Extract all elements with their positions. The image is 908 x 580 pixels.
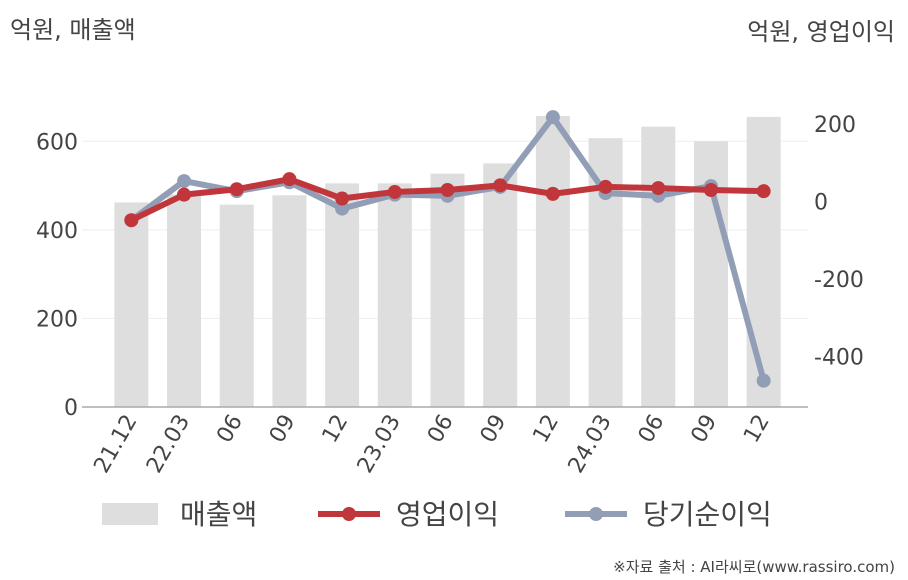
series-point xyxy=(387,184,402,199)
x-tick-label: 12 xyxy=(318,411,354,448)
legend-swatch-dot xyxy=(342,507,356,521)
bar-revenue xyxy=(219,204,254,407)
x-tick-label: 24.03 xyxy=(564,411,617,478)
legend: 매출액 영업이익 당기순이익 xyxy=(102,498,772,531)
series-point xyxy=(177,187,192,202)
right-tick-label: 200 xyxy=(814,113,856,138)
bar-revenue xyxy=(167,194,202,407)
line-series xyxy=(124,172,771,228)
legend-label: 매출액 xyxy=(180,498,257,531)
series-point xyxy=(335,201,350,216)
bar-revenue xyxy=(272,195,307,407)
series-point xyxy=(335,191,350,206)
bar-revenue xyxy=(483,163,518,407)
x-axis-tick-labels: 21.12 22.03 06 09 12 23.03 06 09 12 24.03 06 09 12 xyxy=(89,411,774,478)
legend-item: 매출액 xyxy=(102,498,257,531)
legend-label: 당기순이익 xyxy=(643,498,772,531)
left-tick-label: 400 xyxy=(36,219,78,244)
line-series-group xyxy=(124,110,771,388)
legend-item: 영업이익 xyxy=(318,498,499,531)
bar-revenue xyxy=(430,173,465,407)
bar-revenue xyxy=(114,202,149,407)
x-tick-label: 21.12 xyxy=(89,411,142,478)
bar-revenue xyxy=(377,183,412,407)
x-tick-label: 12 xyxy=(528,411,564,448)
bar-series-revenue xyxy=(114,116,781,408)
legend-swatch-dot xyxy=(589,507,603,521)
source-note: ※자료 출처 : AI라씨로(www.rassiro.com) xyxy=(613,558,895,576)
series-point xyxy=(756,373,771,388)
series-point xyxy=(756,184,771,199)
right-axis-ticks: 200 0 -200 -400 xyxy=(814,113,864,371)
series-point xyxy=(651,181,666,196)
bar-revenue xyxy=(325,183,360,407)
x-tick-label: 09 xyxy=(265,411,301,448)
series-point xyxy=(440,183,455,197)
right-tick-label: -400 xyxy=(814,346,864,371)
legend-item: 당기순이익 xyxy=(565,498,772,531)
series-point xyxy=(598,179,613,194)
right-tick-label: -200 xyxy=(814,268,864,293)
series-point xyxy=(703,183,718,197)
series-point xyxy=(493,178,508,193)
x-tick-label: 12 xyxy=(739,411,775,448)
left-axis-label: 억원, 매출액 xyxy=(10,16,136,44)
x-tick-label: 06 xyxy=(634,411,670,448)
right-axis-label: 억원, 영업이익 xyxy=(747,18,895,46)
series-point xyxy=(177,174,192,189)
series-point xyxy=(545,186,560,201)
x-tick-label: 09 xyxy=(687,411,723,448)
x-tick-label: 06 xyxy=(423,411,459,448)
series-point xyxy=(282,172,297,187)
left-tick-label: 200 xyxy=(36,307,78,332)
left-tick-label: 600 xyxy=(36,130,78,155)
series-point xyxy=(124,213,139,228)
left-axis-ticks: 0 200 400 600 xyxy=(36,130,78,421)
left-tick-label: 0 xyxy=(64,396,78,421)
x-tick-label: 23.03 xyxy=(353,411,406,478)
legend-label: 영업이익 xyxy=(396,498,499,531)
x-tick-label: 09 xyxy=(476,411,512,448)
x-tick-label: 22.03 xyxy=(142,411,195,478)
bar-revenue xyxy=(746,116,781,407)
right-tick-label: 0 xyxy=(814,191,828,216)
series-point xyxy=(545,110,560,125)
bar-revenue xyxy=(641,126,676,408)
bar-revenue xyxy=(535,116,570,408)
legend-swatch xyxy=(102,503,158,525)
x-tick-label: 06 xyxy=(212,411,248,448)
series-point xyxy=(229,182,244,197)
